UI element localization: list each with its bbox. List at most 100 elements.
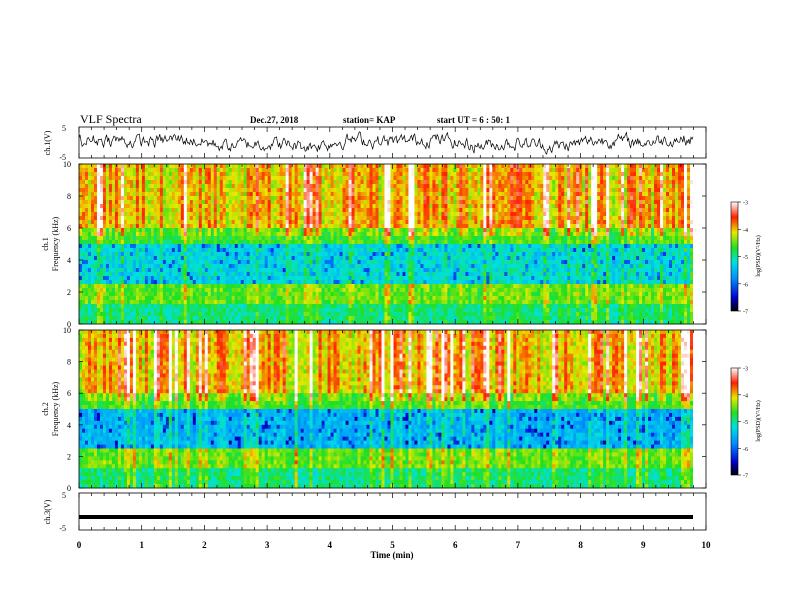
- spectrogram-cell: [642, 208, 645, 212]
- spectrogram-cell: [334, 236, 337, 240]
- spectrogram-cell: [124, 184, 127, 188]
- spectrogram-cell: [91, 260, 94, 264]
- spectrogram-cell: [612, 188, 615, 192]
- spectrogram-cell: [642, 240, 645, 244]
- spectrogram-cell: [417, 196, 420, 200]
- spectrogram-cell: [166, 172, 169, 176]
- spectrogram-cell: [552, 188, 555, 192]
- spectrogram-cell: [280, 192, 283, 196]
- spectrogram-cell: [438, 232, 441, 236]
- spectrogram-cell: [483, 240, 486, 244]
- spectrogram-cell: [199, 256, 202, 260]
- spectrogram-cell: [151, 200, 154, 204]
- spectrogram-cell: [133, 164, 136, 168]
- spectrogram-cell: [106, 176, 109, 180]
- spectrogram-cell: [373, 244, 376, 248]
- spectrogram-cell: [651, 192, 654, 196]
- spectrogram-cell: [633, 232, 636, 236]
- spectrogram-cell: [253, 236, 256, 240]
- spectrogram-cell: [660, 192, 663, 196]
- spectrogram-cell: [630, 176, 633, 180]
- spectrogram-cell: [136, 204, 139, 208]
- spectrogram-cell: [82, 220, 85, 224]
- spectrogram-cell: [109, 220, 112, 224]
- spectrogram-cell: [468, 212, 471, 216]
- spectrogram-cell: [328, 164, 331, 168]
- spectrogram-cell: [337, 252, 340, 256]
- spectrogram-cell: [322, 196, 325, 200]
- spectrogram-cell: [238, 244, 241, 248]
- spectrogram-cell: [268, 244, 271, 248]
- spectrogram-cell: [669, 240, 672, 244]
- spectrogram-cell: [274, 164, 277, 168]
- spectrogram-cell: [388, 200, 391, 204]
- spectrogram-cell: [534, 196, 537, 200]
- spectrogram-cell: [259, 248, 262, 252]
- spectrogram-cell: [618, 172, 621, 176]
- spectrogram-cell: [441, 236, 444, 240]
- spectrogram-cell: [516, 212, 519, 216]
- spectrogram-cell: [660, 172, 663, 176]
- spectrogram-cell: [364, 232, 367, 236]
- spectrogram-cell: [121, 232, 124, 236]
- spectrogram-cell: [507, 188, 510, 192]
- spectrogram-cell: [468, 200, 471, 204]
- spectrogram-cell: [271, 240, 274, 244]
- spectrogram-cell: [396, 224, 399, 228]
- spectrogram-cell: [388, 196, 391, 200]
- spectrogram-cell: [106, 196, 109, 200]
- spectrogram-cell: [187, 172, 190, 176]
- spectrogram-cell: [627, 232, 630, 236]
- spectrogram-cell: [238, 224, 241, 228]
- spectrogram-cell: [277, 228, 280, 232]
- spectrogram-cell: [492, 168, 495, 172]
- spectrogram-cell: [612, 240, 615, 244]
- spectrogram-cell: [106, 244, 109, 248]
- spectrogram-cell: [247, 260, 250, 264]
- spectrogram-cell: [441, 208, 444, 212]
- spectrogram-cell: [660, 188, 663, 192]
- spectrogram-cell: [528, 172, 531, 176]
- spectrogram-cell: [193, 188, 196, 192]
- spectrogram-cell: [681, 220, 684, 224]
- spectrogram-cell: [525, 196, 528, 200]
- spectrogram-cell: [322, 200, 325, 204]
- spectrogram-cell: [651, 176, 654, 180]
- spectrogram-cell: [367, 220, 370, 224]
- spectrogram-cell: [654, 204, 657, 208]
- spectrogram-cell: [343, 208, 346, 212]
- spectrogram-cell: [361, 184, 364, 188]
- spectrogram-cell: [133, 244, 136, 248]
- spectrogram-cell: [462, 220, 465, 224]
- spectrogram-cell: [675, 176, 678, 180]
- spectrogram-cell: [235, 196, 238, 200]
- spectrogram-cell: [456, 184, 459, 188]
- spectrogram-cell: [429, 192, 432, 196]
- spectrogram-cell: [175, 212, 178, 216]
- spectrogram-cell: [142, 260, 145, 264]
- spectrogram-cell: [690, 168, 693, 172]
- spectrogram-cell: [519, 200, 522, 204]
- spectrogram-cell: [349, 208, 352, 212]
- spectrogram-cell: [220, 212, 223, 216]
- spectrogram-cell: [181, 236, 184, 240]
- spectrogram-cell: [477, 176, 480, 180]
- spectrogram-cell: [280, 188, 283, 192]
- spectrogram-cell: [130, 184, 133, 188]
- spectrogram-cell: [82, 204, 85, 208]
- spectrogram-cell: [271, 168, 274, 172]
- spectrogram-cell: [91, 196, 94, 200]
- spectrogram-cell: [355, 184, 358, 188]
- spectrogram-cell: [597, 216, 600, 220]
- spectrogram-cell: [145, 212, 148, 216]
- spectrogram-cell: [160, 180, 163, 184]
- spectrogram-cell: [537, 184, 540, 188]
- spectrogram-cell: [382, 164, 385, 168]
- spectrogram-cell: [130, 196, 133, 200]
- spectrogram-cell: [91, 248, 94, 252]
- spectrogram-cell: [597, 232, 600, 236]
- spectrogram-cell: [79, 236, 82, 240]
- spectrogram-cell: [112, 204, 115, 208]
- spectrogram-cell: [343, 212, 346, 216]
- spectrogram-cell: [139, 244, 142, 248]
